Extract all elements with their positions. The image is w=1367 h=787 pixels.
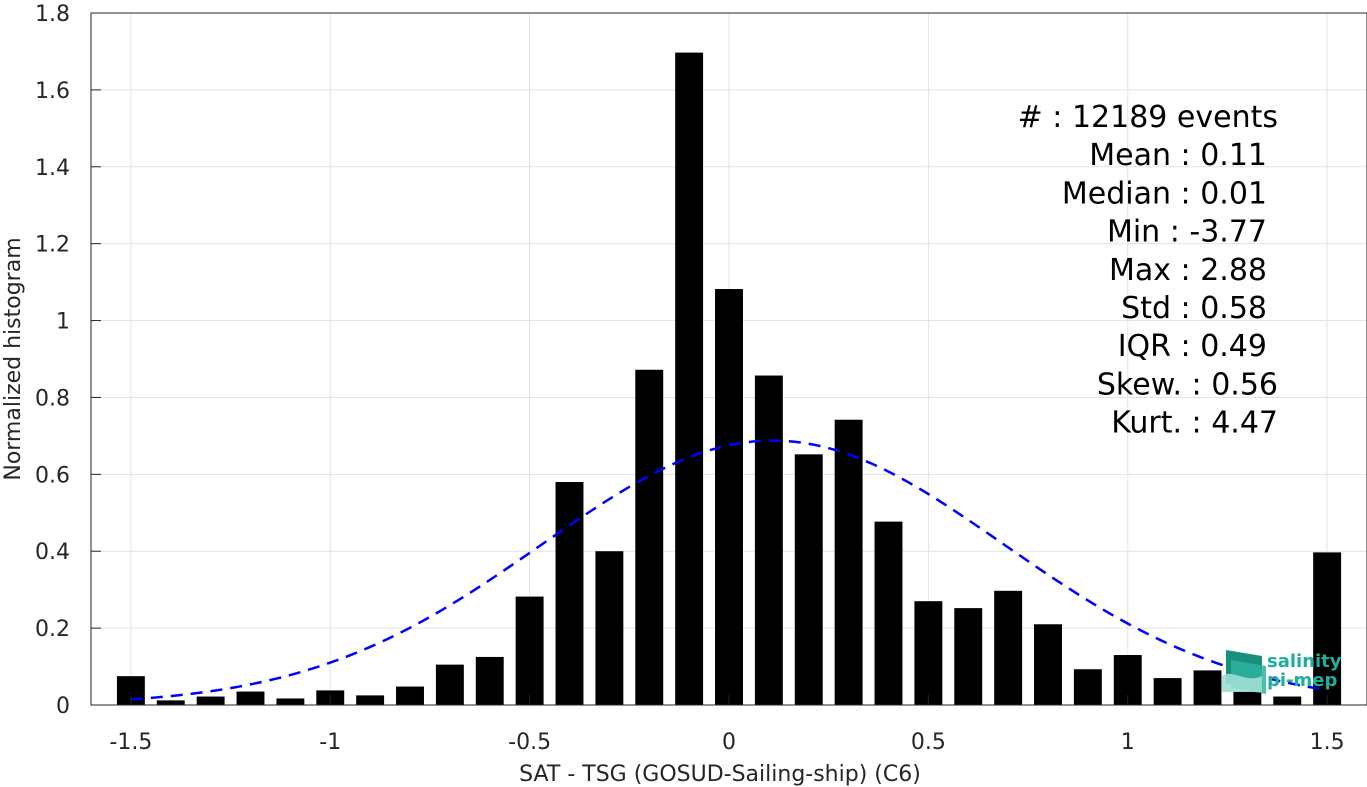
histogram-bar — [1193, 670, 1222, 705]
histogram-bar — [1233, 691, 1262, 705]
stat-line: Std : 0.58 — [1121, 291, 1267, 326]
x-tick-label: -1.5 — [109, 730, 152, 755]
histogram-bar — [196, 696, 225, 705]
x-axis-ticks: -1.5 -1 -0.5 0 0.5 1 1.5 — [109, 695, 1345, 755]
x-tick-label: 1.5 — [1310, 730, 1345, 755]
histogram-bar — [595, 551, 624, 705]
histogram-bar — [1273, 696, 1302, 705]
y-tick-label: 0 — [56, 694, 70, 719]
y-tick-label: 0.2 — [35, 617, 70, 642]
histogram-bar — [874, 521, 903, 705]
histogram-bar — [1313, 552, 1342, 705]
histogram-bar — [475, 656, 504, 705]
histogram-bar — [994, 590, 1023, 705]
histogram-bar — [794, 454, 823, 705]
histogram-bar — [356, 695, 385, 705]
stat-line: IQR : 0.49 — [1118, 329, 1267, 364]
y-axis-ticks: 0 0.2 0.4 0.6 0.8 1 1.2 1.4 1.6 1.8 — [35, 2, 101, 719]
histogram-bar — [515, 596, 544, 705]
y-tick-label: 0.6 — [35, 463, 70, 488]
x-tick-label: 1 — [1121, 730, 1135, 755]
y-tick-label: 0.4 — [35, 540, 70, 565]
histogram-bar — [834, 419, 863, 705]
stat-line: Max : 2.88 — [1109, 253, 1267, 288]
histogram-bar — [1153, 678, 1182, 705]
histogram-bar — [715, 289, 743, 705]
histogram-bar — [236, 691, 265, 705]
y-tick-label: 0.8 — [35, 386, 70, 411]
y-tick-label: 1 — [56, 310, 70, 335]
histogram-bar — [1073, 669, 1102, 705]
x-tick-label: -1 — [319, 730, 341, 755]
logo-text-line1: salinity — [1267, 651, 1342, 672]
gaussian-fit-curve — [130, 439, 1328, 701]
y-tick-label: 1.4 — [35, 156, 70, 181]
histogram-bar — [435, 664, 464, 705]
x-tick-label: -0.5 — [508, 730, 551, 755]
stat-line: Median : 0.01 — [1062, 176, 1267, 211]
stat-line: # : 12189 events — [1018, 100, 1278, 135]
y-tick-label: 1.2 — [35, 233, 70, 258]
histogram-bar — [914, 601, 943, 705]
histogram-bar — [276, 698, 305, 705]
histogram-bar — [635, 369, 664, 705]
x-tick-label: 0.5 — [911, 730, 946, 755]
histogram-bar — [675, 52, 704, 705]
x-tick-label: 0 — [722, 730, 736, 755]
histogram-bar — [954, 608, 983, 705]
y-tick-label: 1.8 — [35, 2, 70, 27]
stat-line: Kurt. : 4.47 — [1111, 406, 1278, 441]
histogram-bar — [754, 375, 783, 705]
y-tick-label: 1.6 — [35, 79, 70, 104]
logo-text-line2: pi-mep — [1267, 670, 1337, 691]
stat-line: Skew. : 0.56 — [1097, 367, 1278, 402]
stat-line: Min : -3.77 — [1107, 215, 1267, 250]
y-axis-label: Normalized histogram — [1, 237, 26, 480]
histogram-bar — [396, 686, 424, 705]
histogram-bar — [156, 700, 185, 705]
histogram-bar — [1034, 624, 1062, 705]
histogram-bar — [555, 482, 584, 705]
salinity-pi-mep-logo: salinity pi-mep — [1222, 650, 1342, 694]
x-axis-label: SAT - TSG (GOSUD-Sailing-ship) (C6) — [519, 762, 921, 787]
logo-icon — [1222, 650, 1266, 694]
stat-line: Mean : 0.11 — [1089, 138, 1267, 173]
